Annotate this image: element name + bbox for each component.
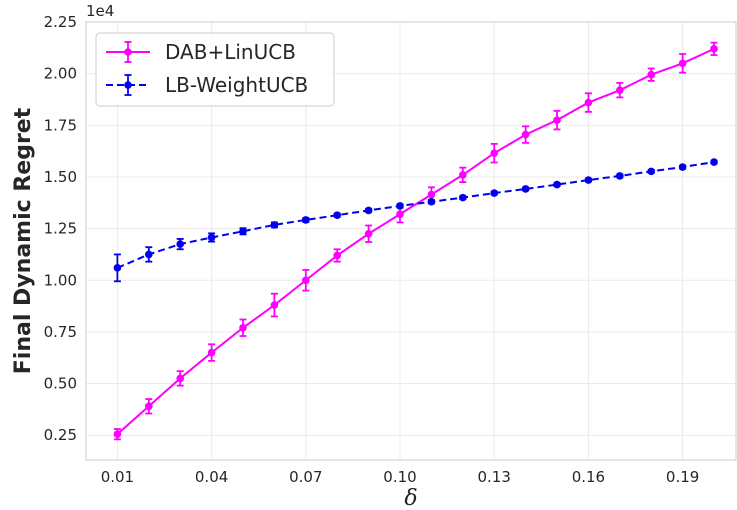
- data-point: [521, 185, 530, 193]
- series-dab-linucb: [113, 41, 718, 441]
- data-point: [553, 180, 561, 189]
- legend-marker: [124, 48, 132, 56]
- data-point: [302, 276, 310, 285]
- y-tick-label: 0.50: [44, 375, 77, 393]
- data-point: [584, 98, 593, 107]
- data-point: [616, 86, 624, 94]
- series-lb-weightucb: [113, 158, 718, 283]
- data-point: [459, 171, 467, 179]
- data-point: [427, 197, 436, 206]
- data-point: [239, 323, 247, 332]
- legend-box: [95, 32, 335, 107]
- x-tick-label: 0.07: [289, 468, 322, 486]
- x-tick-label: 0.19: [666, 468, 699, 486]
- data-point: [176, 240, 185, 248]
- x-tick-label: 0.16: [572, 468, 605, 486]
- data-point: [145, 402, 153, 411]
- legend-item: LB-WeightUCB: [106, 73, 308, 97]
- data-point: [678, 59, 687, 68]
- data-point: [553, 116, 561, 124]
- legend-label: LB-WeightUCB: [165, 73, 308, 97]
- data-point: [113, 430, 122, 438]
- y-scale-factor: 1e4: [86, 2, 114, 20]
- data-point: [647, 70, 656, 79]
- data-point: [647, 167, 656, 176]
- y-axis-label: Final Dynamic Regret: [11, 107, 36, 374]
- data-point: [490, 189, 499, 197]
- x-tick-label: 0.01: [101, 468, 134, 486]
- data-point: [364, 206, 373, 215]
- x-tick-label: 0.13: [478, 468, 511, 486]
- data-point: [176, 374, 185, 383]
- series-line: [117, 161, 715, 269]
- legend: DAB+LinUCB LB-WeightUCB: [95, 32, 335, 107]
- plot-frame: [85, 21, 737, 461]
- data-point: [584, 176, 593, 184]
- data-point: [207, 348, 216, 357]
- y-tick-label: 1.75: [44, 116, 77, 134]
- x-axis-label: δ: [404, 486, 417, 510]
- data-point: [239, 227, 247, 236]
- x-tick-label: 0.04: [195, 468, 228, 486]
- data-point: [270, 301, 279, 309]
- legend-item: DAB+LinUCB: [106, 40, 296, 64]
- legend-marker: [124, 81, 132, 89]
- data-point: [396, 210, 404, 218]
- data-series: [113, 41, 718, 441]
- data-point: [490, 149, 499, 157]
- data-point: [270, 221, 279, 229]
- data-point: [521, 130, 530, 139]
- data-point: [459, 193, 467, 202]
- x-tick-label: 0.10: [383, 468, 416, 486]
- y-tick-label: 0.75: [44, 323, 77, 341]
- data-point: [364, 229, 373, 238]
- data-point: [710, 158, 718, 166]
- data-point: [678, 163, 687, 171]
- axis-ticks: 0.01 0.04 0.07 0.10 0.13 0.16 0.19 0.25 0.50 0.75…: [44, 13, 700, 486]
- data-point: [427, 190, 436, 199]
- data-point: [113, 264, 122, 272]
- y-tick-label: 2.25: [44, 13, 77, 31]
- y-tick-label: 2.00: [44, 65, 77, 83]
- data-point: [333, 211, 342, 219]
- data-point: [145, 250, 153, 259]
- data-point: [616, 172, 624, 180]
- data-point: [710, 45, 718, 53]
- data-point: [302, 216, 310, 224]
- series-line: [116, 47, 715, 435]
- data-point: [396, 202, 404, 210]
- data-point: [207, 233, 216, 242]
- legend-label: DAB+LinUCB: [165, 40, 296, 64]
- y-tick-label: 1.50: [44, 168, 77, 186]
- y-tick-label: 1.25: [44, 220, 77, 238]
- y-tick-label: 1.00: [44, 271, 77, 289]
- data-point: [333, 251, 342, 260]
- y-tick-label: 0.25: [44, 426, 77, 444]
